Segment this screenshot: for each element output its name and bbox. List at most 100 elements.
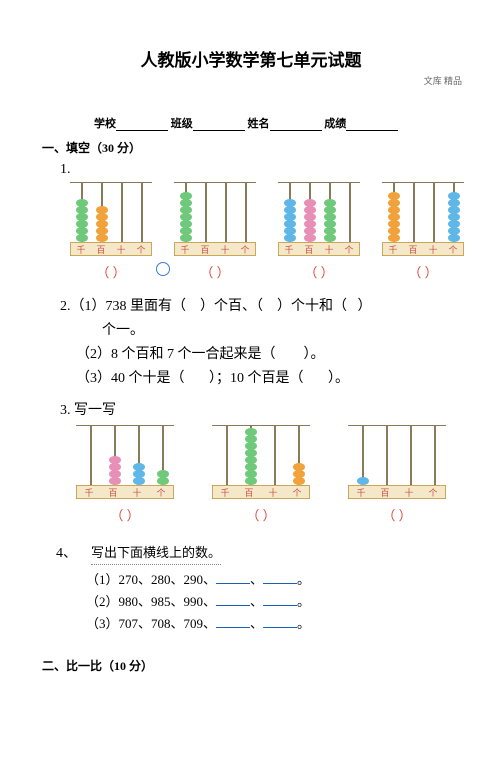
- abacus-place-label: 百: [304, 243, 313, 256]
- class-blank: [193, 119, 245, 131]
- abacus-bead: [96, 213, 108, 221]
- abacus-rod: [410, 425, 412, 485]
- abacus-bead: [284, 220, 296, 228]
- abacus-bead: [96, 227, 108, 235]
- abacus-bead: [76, 227, 88, 235]
- answer-blank: （ ）: [278, 262, 360, 281]
- abacus-frame: [212, 425, 310, 485]
- abacus-bead: [448, 220, 460, 228]
- school-label: 学校: [94, 118, 116, 130]
- abacus-rod: [289, 182, 291, 242]
- abacus-frame: [174, 182, 256, 242]
- class-label: 班级: [171, 118, 193, 130]
- abacus-bead: [304, 234, 316, 242]
- q2-blank: [185, 371, 210, 386]
- abacus-place-label: 千: [84, 486, 93, 499]
- answer-blank: （ ）: [174, 262, 256, 281]
- page-title: 人教版小学数学第七单元试题: [0, 46, 502, 71]
- abacus-place-label: 十: [404, 486, 413, 499]
- end: 。: [297, 616, 310, 631]
- abacus-place-label: 个: [136, 243, 145, 256]
- abacus-place-label: 十: [268, 486, 277, 499]
- abacus-bead: [76, 199, 88, 207]
- abacus-frame: [382, 182, 464, 242]
- abacus-bead: [357, 477, 369, 485]
- abacus-bead: [293, 470, 305, 478]
- abacus-rod: [225, 182, 227, 242]
- abacus-bead: [133, 463, 145, 471]
- abacus-bead: [324, 220, 336, 228]
- blank-underline: [263, 617, 297, 628]
- q2-blank: [304, 371, 329, 386]
- q2-line1-b: ）个百、（: [200, 299, 263, 314]
- abacus-base: 千百十个: [70, 242, 152, 256]
- abacus-bead: [284, 199, 296, 207]
- abacus-place-label: 十: [220, 243, 229, 256]
- question-4-lines: （1）270、280、290、、。 （2）980、985、990、、。 （3）7…: [86, 569, 502, 635]
- abacus-rod: [101, 182, 103, 242]
- abacus-frame: [348, 425, 446, 485]
- abacus-bead: [245, 435, 257, 443]
- answer-blank: （ ）: [212, 505, 310, 524]
- abacus-bead: [448, 213, 460, 221]
- q2-blank: [263, 299, 277, 314]
- abacus-bead: [388, 227, 400, 235]
- q2-line1-d: ）: [358, 299, 372, 314]
- q4-hint: 写出下面横线上的数。: [91, 542, 221, 565]
- abacus-bead: [324, 206, 336, 214]
- abacus-bead: [324, 213, 336, 221]
- q4-line-3: （3）707、708、709、、。: [86, 613, 502, 635]
- abacus-bead: [304, 199, 316, 207]
- abacus-place-label: 个: [156, 486, 165, 499]
- q2-line3-a: （3）40 个十是（: [76, 371, 185, 386]
- abacus-bead: [157, 477, 169, 485]
- abacus-row-2: 千百十个千百十个千百十个: [76, 425, 502, 499]
- abacus-rod: [329, 182, 331, 242]
- abacus-rod: [226, 425, 228, 485]
- abacus-bead: [180, 220, 192, 228]
- abacus-rod: [245, 182, 247, 242]
- abacus-frame: [70, 182, 152, 242]
- q4-l3-a: （3）707、708、709、: [86, 616, 216, 631]
- abacus-place-label: 千: [180, 243, 189, 256]
- q2-line3-b: ）；10 个百是（: [209, 371, 304, 386]
- abacus-bead: [448, 206, 460, 214]
- abacus-bead: [133, 470, 145, 478]
- abacus-bead: [293, 463, 305, 471]
- answer-blank: （ ）: [76, 505, 174, 524]
- abacus-place-label: 十: [132, 486, 141, 499]
- abacus-bead: [180, 227, 192, 235]
- abacus-rod: [386, 425, 388, 485]
- abacus-bead: [109, 470, 121, 478]
- q4-line-2: （2）980、985、990、、。: [86, 591, 502, 613]
- abacus-bead: [293, 477, 305, 485]
- abacus-place-label: 十: [324, 243, 333, 256]
- abacus-bead: [388, 199, 400, 207]
- watermark: 文库 精品: [424, 74, 462, 87]
- abacus-frame: [278, 182, 360, 242]
- abacus-rod: [114, 425, 116, 485]
- q4-l2-a: （2）980、985、990、: [86, 594, 216, 609]
- abacus-bead: [304, 206, 316, 214]
- abacus-bead: [109, 463, 121, 471]
- abacus-rod: [121, 182, 123, 242]
- abacus: 千百十个: [278, 182, 360, 256]
- abacus-bead: [96, 206, 108, 214]
- abacus-bead: [245, 477, 257, 485]
- name-label: 姓名: [248, 118, 270, 130]
- abacus-place-label: 百: [96, 243, 105, 256]
- abacus-bead: [324, 199, 336, 207]
- abacus-bead: [76, 220, 88, 228]
- abacus-bead: [180, 234, 192, 242]
- blank-underline: [263, 595, 297, 606]
- abacus-bead: [96, 220, 108, 228]
- abacus-rod: [162, 425, 164, 485]
- paren-row-1: （ ） （ ） （ ） （ ）: [70, 262, 502, 281]
- abacus-bead: [304, 213, 316, 221]
- abacus-bead: [245, 449, 257, 457]
- abacus-rod: [362, 425, 364, 485]
- sep: 、: [250, 572, 263, 587]
- abacus-bead: [304, 227, 316, 235]
- abacus-place-label: 个: [292, 486, 301, 499]
- abacus-base: 千百十个: [348, 485, 446, 499]
